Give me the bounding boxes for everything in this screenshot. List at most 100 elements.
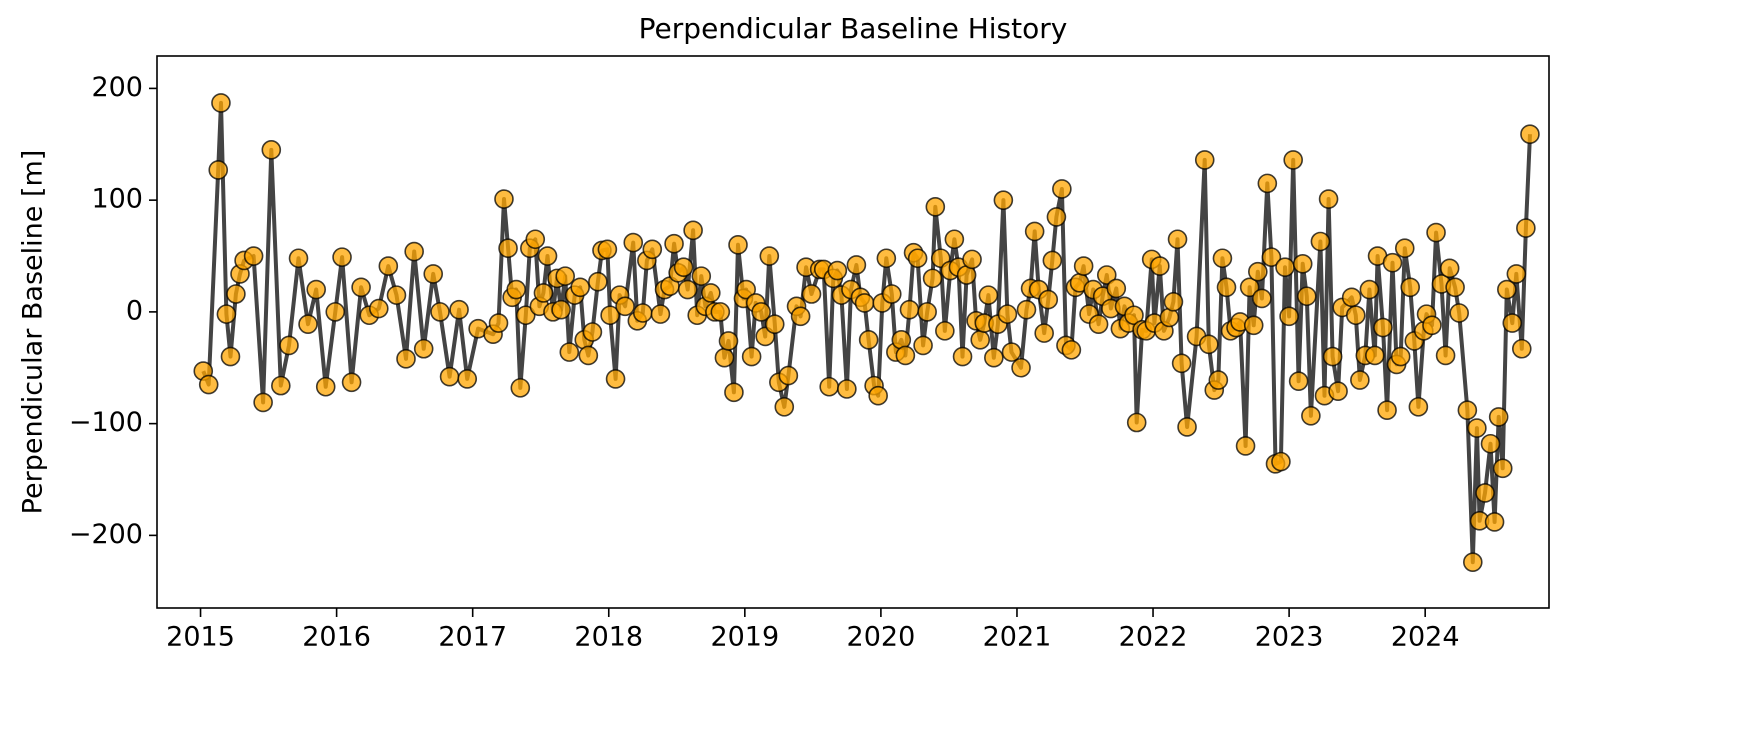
data-point bbox=[1365, 345, 1385, 366]
data-point bbox=[1457, 400, 1478, 421]
data-point bbox=[325, 302, 346, 322]
y-tick-label: 100 bbox=[91, 184, 143, 215]
data-point bbox=[220, 346, 241, 367]
data-point bbox=[506, 279, 527, 300]
x-tick-label: 2018 bbox=[574, 622, 643, 653]
data-point bbox=[208, 160, 229, 180]
data-point bbox=[895, 345, 916, 366]
data-point bbox=[498, 238, 518, 258]
data-point bbox=[1208, 370, 1229, 390]
y-axis-label: Perpendicular Baseline [m] bbox=[18, 150, 49, 515]
data-point bbox=[922, 268, 943, 289]
data-point bbox=[605, 369, 626, 389]
data-point bbox=[537, 246, 558, 266]
y-tick-label: 0 bbox=[126, 295, 143, 326]
data-point bbox=[1239, 277, 1260, 298]
data-point bbox=[1394, 238, 1415, 258]
data-point bbox=[1382, 252, 1403, 273]
data-point bbox=[854, 293, 875, 313]
x-tick-label: 2023 bbox=[1255, 622, 1324, 653]
data-point bbox=[944, 229, 965, 250]
data-point bbox=[1359, 279, 1380, 300]
data-point bbox=[1310, 231, 1331, 252]
data-point bbox=[1088, 314, 1109, 334]
data-point bbox=[261, 140, 282, 160]
data-point bbox=[1177, 417, 1197, 437]
data-point bbox=[1350, 370, 1370, 390]
data-point bbox=[1011, 357, 1031, 378]
data-point bbox=[1042, 250, 1063, 271]
data-point bbox=[1001, 342, 1022, 362]
data-point bbox=[226, 284, 246, 304]
data-point bbox=[868, 385, 888, 406]
data-point bbox=[736, 279, 756, 300]
data-point bbox=[913, 335, 933, 356]
data-point bbox=[1194, 150, 1215, 170]
data-point bbox=[925, 197, 946, 217]
data-point bbox=[1445, 277, 1465, 298]
data-point bbox=[1052, 179, 1072, 199]
data-point bbox=[271, 375, 291, 396]
data-point bbox=[279, 335, 299, 356]
data-point bbox=[1480, 433, 1501, 454]
data-point bbox=[386, 285, 407, 305]
data-point bbox=[962, 249, 982, 270]
data-point bbox=[1150, 256, 1170, 276]
data-point bbox=[917, 302, 937, 322]
y-tick-label: 200 bbox=[91, 72, 143, 103]
data-point bbox=[846, 255, 867, 275]
data-point bbox=[778, 365, 799, 386]
data-point bbox=[457, 369, 478, 389]
data-point bbox=[899, 299, 920, 320]
data-point bbox=[701, 283, 721, 303]
data-point bbox=[449, 299, 469, 320]
data-point bbox=[1124, 305, 1144, 326]
data-point bbox=[881, 284, 902, 304]
data-point bbox=[1034, 323, 1054, 343]
data-point bbox=[1212, 248, 1233, 269]
data-point bbox=[515, 305, 536, 326]
data-point bbox=[1408, 397, 1429, 417]
data-point bbox=[578, 345, 599, 366]
data-point bbox=[488, 313, 509, 333]
plot-frame bbox=[156, 55, 1550, 609]
data-point bbox=[1279, 306, 1299, 327]
data-point bbox=[1502, 313, 1523, 333]
data-point bbox=[298, 314, 318, 334]
data-point bbox=[1426, 222, 1446, 243]
data-point bbox=[978, 285, 999, 305]
x-tick-label: 2017 bbox=[438, 622, 507, 653]
data-point bbox=[510, 378, 531, 398]
data-point bbox=[288, 248, 309, 269]
x-tick-label: 2016 bbox=[302, 622, 371, 653]
data-point bbox=[1243, 315, 1264, 336]
data-point bbox=[588, 271, 608, 292]
data-point bbox=[582, 322, 603, 342]
data-point bbox=[615, 296, 635, 317]
data-point bbox=[876, 248, 897, 269]
data-point bbox=[1322, 346, 1343, 367]
data-point bbox=[1463, 552, 1483, 572]
data-point bbox=[1283, 150, 1303, 170]
data-point bbox=[198, 374, 219, 395]
data-point bbox=[533, 283, 554, 303]
data-point bbox=[1492, 458, 1513, 479]
data-point bbox=[1301, 406, 1321, 426]
data-point bbox=[1171, 353, 1192, 374]
data-point bbox=[253, 392, 273, 413]
data-point bbox=[1257, 173, 1278, 194]
data-point bbox=[351, 277, 371, 298]
data-point bbox=[600, 305, 620, 326]
data-point bbox=[790, 306, 811, 327]
data-point bbox=[1484, 512, 1505, 532]
data-point bbox=[1061, 340, 1082, 360]
data-point bbox=[993, 190, 1014, 210]
data-point bbox=[984, 347, 1004, 368]
data-point bbox=[683, 220, 703, 241]
data-point bbox=[439, 366, 460, 387]
data-point bbox=[837, 379, 857, 399]
data-point bbox=[597, 239, 618, 260]
data-point bbox=[970, 330, 991, 350]
data-point bbox=[1318, 189, 1339, 209]
data-point bbox=[673, 257, 694, 277]
